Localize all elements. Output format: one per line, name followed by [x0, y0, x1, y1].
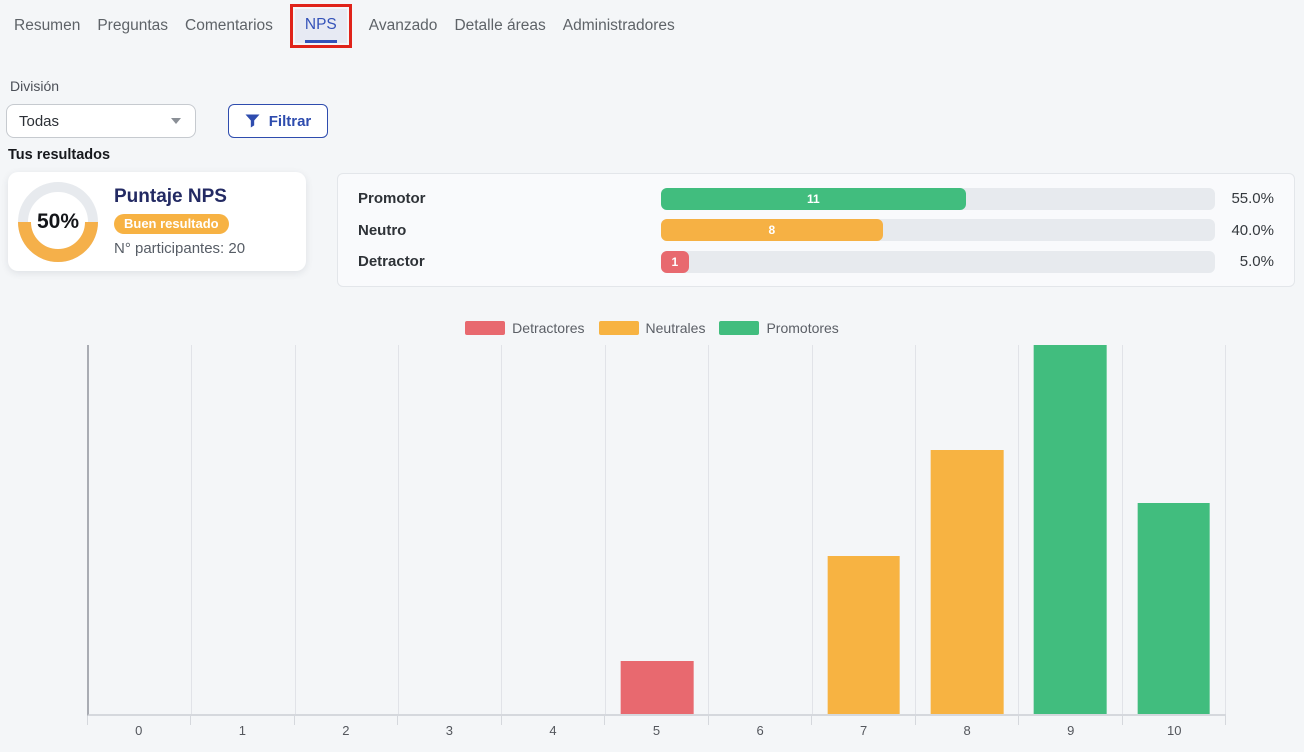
legend-swatch [598, 321, 639, 335]
breakdown-label: Neutro [358, 221, 407, 239]
x-axis-label-3: 3 [445, 723, 454, 738]
nps-breakdown-panel: Promotor 11 55.0% Neutro 8 40.0% Detractor 1 5.0… [337, 173, 1295, 287]
tab-resumen[interactable]: Resumen [14, 17, 81, 34]
score-card-info: Puntaje NPS Buen resultado N° participan… [114, 186, 245, 257]
results-section-title: Tus resultados [8, 147, 111, 163]
chart-legend: Detractores Neutrales Promotores [0, 320, 1304, 336]
chart-bar-5[interactable] [620, 661, 694, 714]
x-tick [88, 716, 192, 725]
breakdown-label: Detractor [358, 253, 425, 270]
tab-avanzado[interactable]: Avanzado [368, 17, 438, 34]
x-axis-label-9: 9 [1067, 723, 1075, 738]
x-tick [709, 716, 813, 725]
breakdown-bar-fill: 11 [661, 187, 966, 210]
x-axis-label-7: 7 [859, 723, 868, 738]
chevron-down-icon [171, 118, 181, 124]
filter-button[interactable]: Filtrar [228, 104, 328, 138]
division-label: División [10, 78, 60, 94]
breakdown-row-promotor: Promotor 11 55.0% [358, 187, 1274, 210]
x-axis-label-4: 4 [549, 723, 557, 738]
score-status-badge: Buen resultado [114, 214, 229, 234]
x-axis-label-5: 5 [652, 723, 661, 738]
tab-detalle-areas[interactable]: Detalle áreas [454, 17, 546, 34]
tab-bar: Resumen Preguntas Comentarios NPS Avanzado De… [14, 0, 675, 52]
breakdown-track: 8 [661, 219, 1215, 241]
breakdown-track: 11 [661, 187, 1215, 210]
chart-grid-cell [1019, 345, 1123, 714]
active-tab-underline [304, 40, 337, 43]
legend-item-neutrales[interactable]: Neutrales [598, 320, 706, 336]
x-axis-label-1: 1 [238, 723, 246, 738]
x-tick [916, 716, 1020, 725]
nps-score-value: 50% [36, 209, 80, 233]
x-tick [605, 716, 709, 725]
x-axis-label-10: 10 [1167, 723, 1182, 738]
x-axis-label-0: 0 [135, 723, 143, 738]
tab-label: NPS [304, 16, 337, 33]
chart-bar-8[interactable] [930, 450, 1004, 714]
chart-bar-9[interactable] [1034, 345, 1107, 714]
chart-plot-area [87, 345, 1226, 716]
x-tick [502, 716, 606, 725]
chart-grid-cell [399, 345, 503, 714]
legend-label: Promotores [766, 320, 839, 336]
nps-donut-gauge: 50% [18, 181, 98, 262]
funnel-icon [245, 114, 260, 128]
legend-swatch [719, 321, 760, 335]
breakdown-percent: 40.0% [1231, 221, 1274, 239]
tab-nps[interactable]: NPS [294, 9, 347, 43]
x-tick [1019, 716, 1123, 725]
division-select[interactable]: Todas [6, 104, 196, 138]
breakdown-percent: 5.0% [1239, 253, 1274, 270]
breakdown-row-detractor: Detractor 1 5.0% [358, 250, 1274, 273]
chart-grid-cell [709, 345, 813, 714]
breakdown-bar-value: 8 [768, 223, 776, 237]
breakdown-label: Promotor [358, 190, 426, 207]
breakdown-bar-value: 11 [807, 191, 820, 206]
x-axis-label-2: 2 [342, 723, 350, 738]
legend-item-promotores[interactable]: Promotores [719, 320, 839, 336]
chart-grid-cell [916, 345, 1020, 714]
chart-x-ticks [87, 716, 1226, 725]
chart-bar-7[interactable] [827, 555, 901, 714]
tab-administradores[interactable]: Administradores [562, 17, 675, 34]
filter-button-label: Filtrar [268, 112, 312, 130]
x-tick [1123, 716, 1226, 725]
chart-grid-cell [89, 345, 193, 714]
chart-grid-cell [606, 345, 710, 714]
donut-value-arc [18, 221, 98, 262]
chart-grid-cell [296, 345, 400, 714]
legend-label: Neutrales [645, 320, 706, 336]
chart-bar-10[interactable] [1137, 503, 1211, 714]
x-tick [812, 716, 916, 725]
participants-count: N° participantes: 20 [114, 240, 246, 257]
x-tick [398, 716, 502, 725]
breakdown-percent: 55.0% [1231, 190, 1274, 207]
donut-svg [18, 181, 98, 262]
legend-item-detractores[interactable]: Detractores [465, 320, 585, 336]
score-card-title: Puntaje NPS [114, 186, 227, 207]
legend-swatch [465, 321, 506, 335]
breakdown-bar-fill: 8 [661, 219, 883, 241]
division-select-value: Todas [19, 112, 60, 130]
breakdown-bar-value: 1 [671, 254, 679, 269]
legend-label: Detractores [512, 320, 585, 336]
chart-grid-cell [1123, 345, 1226, 714]
x-tick [295, 716, 399, 725]
breakdown-track: 1 [661, 250, 1215, 273]
chart-grid-cell [813, 345, 916, 714]
x-tick [191, 716, 295, 725]
chart-grid-cell [502, 345, 606, 714]
nps-score-card: 50% Puntaje NPS Buen resultado N° partic… [8, 172, 306, 271]
x-axis-label-8: 8 [963, 723, 971, 738]
breakdown-bar-fill: 1 [661, 250, 689, 273]
breakdown-row-neutro: Neutro 8 40.0% [358, 219, 1274, 241]
chart-x-axis-labels: 0 1 2 3 4 5 6 7 8 9 10 [87, 723, 1226, 738]
chart-grid-cell [192, 345, 296, 714]
tab-preguntas[interactable]: Preguntas [97, 17, 169, 34]
active-tab-highlight: NPS [289, 4, 352, 48]
tab-comentarios[interactable]: Comentarios [185, 17, 273, 34]
x-axis-label-6: 6 [756, 723, 764, 738]
